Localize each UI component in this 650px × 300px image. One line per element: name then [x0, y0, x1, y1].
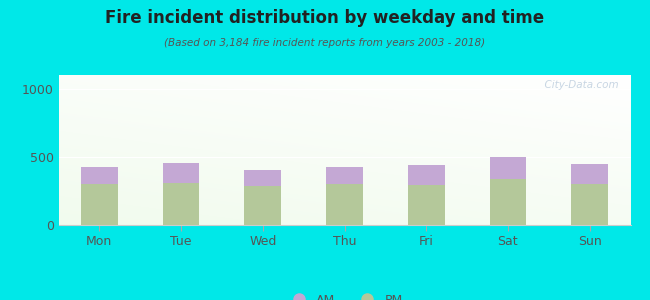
Text: Fire incident distribution by weekday and time: Fire incident distribution by weekday an… [105, 9, 545, 27]
Bar [408, 165, 445, 185]
Bar [81, 167, 118, 184]
Text: City-Data.com: City-Data.com [538, 80, 619, 89]
Bar [244, 170, 281, 186]
Bar [326, 167, 363, 184]
Bar [81, 184, 118, 225]
Bar [571, 184, 608, 225]
Bar [326, 184, 363, 225]
Bar [489, 157, 526, 179]
Legend: AM, PM: AM, PM [281, 289, 408, 300]
Bar [489, 179, 526, 225]
Bar [162, 163, 200, 183]
Bar [162, 183, 200, 225]
Bar [571, 164, 608, 184]
Bar [244, 186, 281, 225]
Text: (Based on 3,184 fire incident reports from years 2003 - 2018): (Based on 3,184 fire incident reports fr… [164, 38, 486, 47]
Bar [408, 185, 445, 225]
